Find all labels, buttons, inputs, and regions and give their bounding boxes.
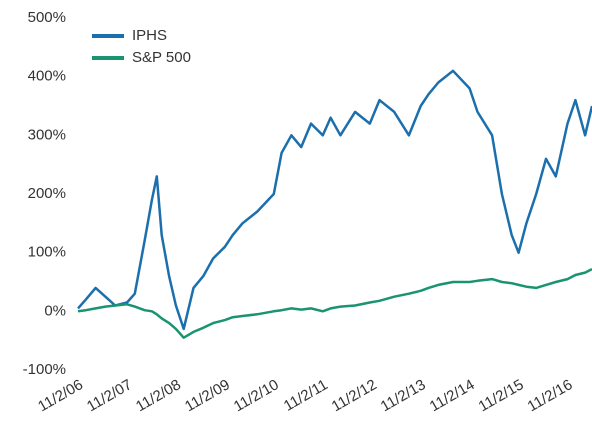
y-tick-label: 400%: [28, 68, 66, 85]
x-tick-label: 11/2/08: [133, 376, 184, 415]
x-tick-label: 11/2/15: [476, 376, 527, 415]
y-tick-label: 300%: [28, 126, 66, 143]
y-tick-label: -100%: [23, 361, 66, 378]
x-tick-label: 11/2/12: [329, 376, 380, 415]
y-tick-label: 500%: [28, 9, 66, 26]
line: [77, 69, 592, 331]
x-tick-label: 11/2/13: [378, 376, 429, 415]
x-tick-label: 11/2/07: [84, 376, 135, 415]
x-tick-label: 11/2/06: [35, 376, 86, 415]
x-tick-label: 11/2/10: [231, 376, 282, 415]
x-tick-label: 11/2/16: [525, 376, 576, 415]
x-tick-label: 11/2/14: [427, 376, 478, 415]
legend-label: S&P 500: [132, 49, 191, 66]
y-tick-label: 100%: [28, 244, 66, 261]
legend-label: IPHS: [132, 27, 167, 44]
x-tick-label: 11/2/09: [182, 376, 233, 415]
x-tick-label: 11/2/11: [281, 376, 331, 415]
y-tick-label: 200%: [28, 185, 66, 202]
line: [77, 267, 592, 339]
y-tick-label: 0%: [44, 302, 66, 319]
